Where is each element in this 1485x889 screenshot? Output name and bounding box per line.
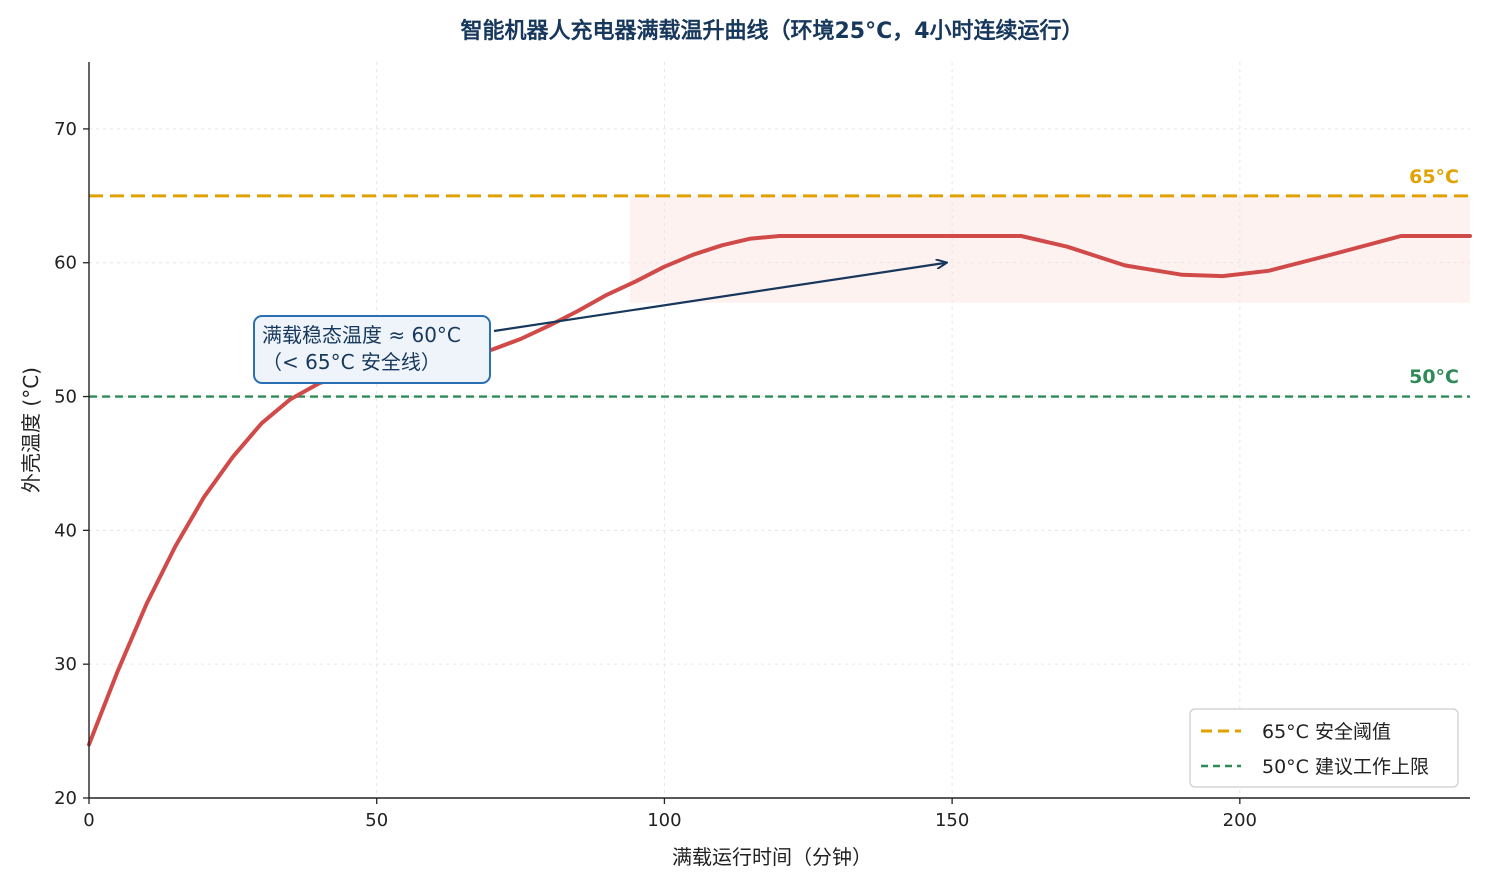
x-tick-label-200: 200 (1223, 810, 1257, 831)
y-tick-label-60: 60 (54, 253, 77, 274)
legend-label-65: 65°C 安全阈值 (1262, 721, 1391, 743)
legend: 65°C 安全阈值 50°C 建议工作上限 (1189, 708, 1459, 788)
x-tick-label-0: 0 (83, 810, 94, 831)
series-layer (87, 234, 1472, 747)
y-tick-label-70: 70 (54, 119, 77, 140)
reference-lines-layer (89, 194, 1470, 398)
grid-layer (89, 62, 1470, 798)
y-tick-label-20: 20 (54, 788, 77, 809)
shaded-band (629, 195, 1470, 303)
x-tick-label-100: 100 (647, 810, 681, 831)
shaded-band-layer (629, 195, 1470, 303)
annotation-text-line1: 满载稳态温度 ≈ 60°C (262, 323, 461, 347)
y-tick-label-40: 40 (54, 520, 77, 541)
reference-label-50: 50°C (1409, 366, 1459, 388)
y-axis-label: 外壳温度 (°C) (19, 367, 43, 493)
chart-title: 智能机器人充电器满载温升曲线（环境25°C，4小时连续运行） (460, 18, 1083, 44)
x-axis-label: 满载运行时间（分钟） (672, 845, 872, 869)
annotation-arrow (493, 263, 946, 333)
y-tick-label-30: 30 (54, 654, 77, 675)
axes-layer: 20 30 40 50 60 70 0 50 100 150 200 (54, 62, 1470, 831)
x-tick-label-150: 150 (935, 810, 969, 831)
legend-label-50: 50°C 建议工作上限 (1262, 756, 1429, 778)
series-line-0 (87, 234, 1472, 747)
annotation-box (253, 315, 491, 384)
annotation-text-line2: （< 65°C 安全线） (262, 350, 441, 374)
reference-label-65: 65°C (1409, 166, 1459, 188)
legend-box (1189, 708, 1459, 788)
x-tick-label-50: 50 (365, 810, 388, 831)
y-tick-label-50: 50 (54, 387, 77, 408)
annotation: 满载稳态温度 ≈ 60°C （< 65°C 安全线） (253, 263, 946, 384)
